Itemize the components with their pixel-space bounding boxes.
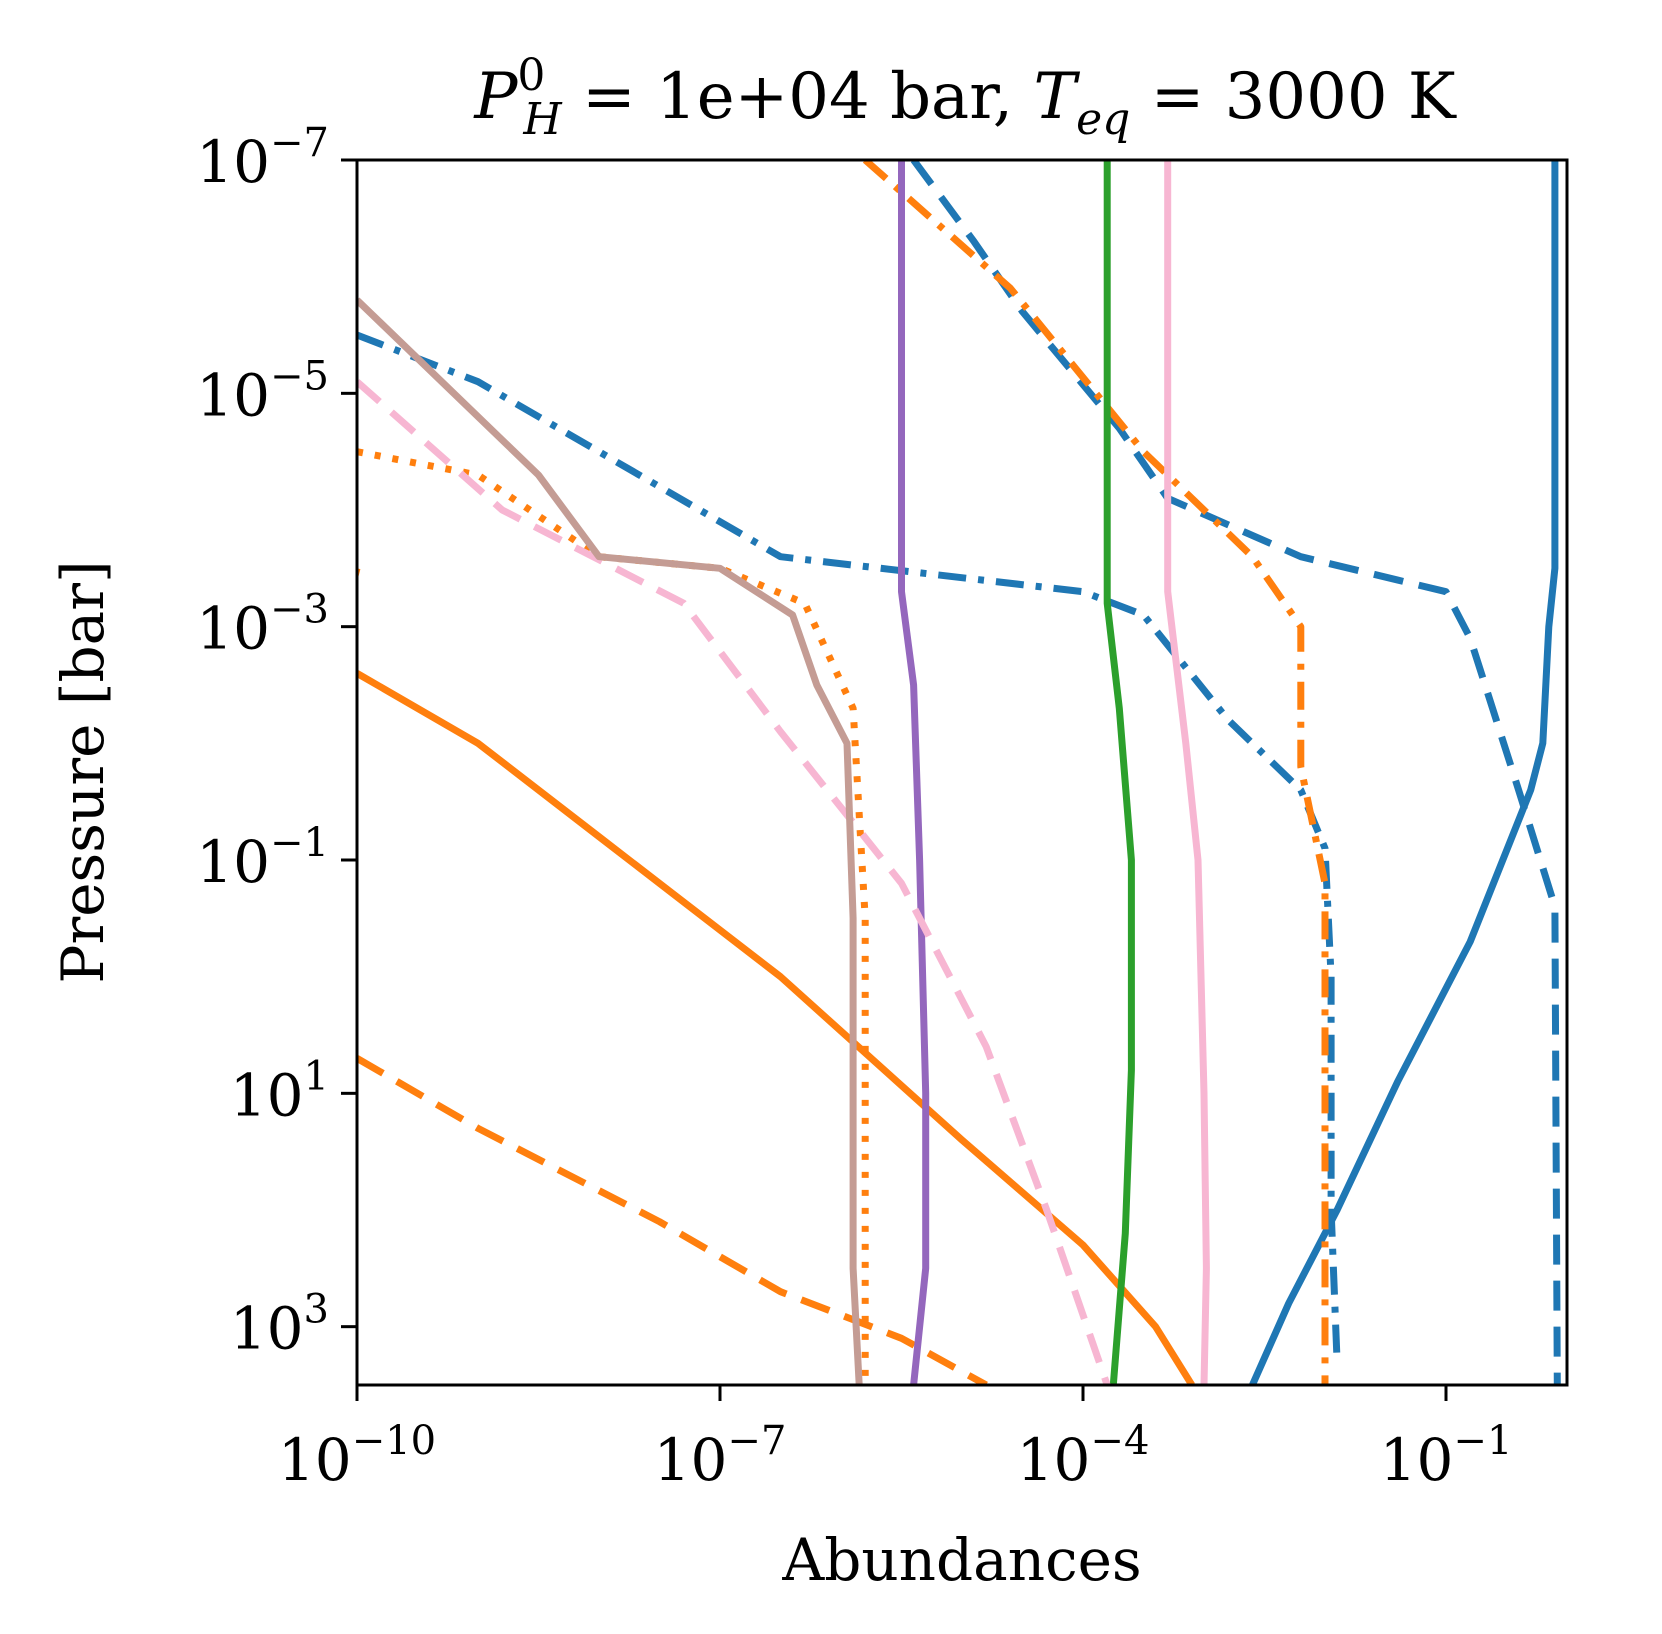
title-middle: = 1e+04 bar,	[562, 60, 1034, 134]
series-line-green	[1103, 160, 1135, 1385]
y-tick-label: 10−7	[196, 120, 329, 196]
title-sub: H	[522, 94, 563, 145]
title-t-sub: eq	[1076, 94, 1130, 145]
y-tick-label: 101	[230, 1053, 329, 1129]
y-tick-label: 10−3	[196, 587, 329, 663]
series-line-orange-dashdot	[357, 568, 361, 583]
plot-frame	[355, 158, 1569, 1387]
series-line-orange-dashed	[357, 1055, 988, 1385]
x-axis-ticks: 10−10 10−7 10−4 10−1	[278, 1385, 1513, 1494]
series-line-orange-solid	[357, 670, 1195, 1385]
series-line-blue-dashdot	[357, 331, 1341, 1362]
x-tick-label: 10−1	[1380, 1418, 1513, 1494]
x-tick-label: 10−10	[278, 1418, 436, 1494]
chart-title: P0 H = 1e+04 bar, Teq = 3000 K	[473, 50, 1457, 145]
x-axis-label: Abundances	[781, 1526, 1141, 1594]
title-sup: 0	[517, 50, 545, 101]
y-tick-label: 103	[230, 1287, 329, 1363]
y-axis-label: Pressure [bar]	[49, 560, 117, 983]
title-prefix: P	[473, 60, 518, 134]
y-axis-ticks: 10−7 10−5 10−3 10−1 101 103	[196, 120, 357, 1363]
x-tick-label: 10−7	[654, 1418, 787, 1494]
title-t-sym: T	[1033, 60, 1080, 134]
y-tick-label: 10−5	[196, 353, 329, 429]
x-tick-label: 10−4	[1017, 1418, 1150, 1494]
series-line-orange-dotted	[357, 448, 869, 1385]
y-tick-label: 10−1	[196, 820, 329, 896]
series-line-purple	[898, 160, 930, 1385]
title-suffix: = 3000 K	[1130, 60, 1457, 134]
series-line-orange-dashdot-main	[862, 160, 1329, 1385]
series-line-blue-dashed	[910, 160, 1561, 1385]
series-line-brown	[357, 297, 863, 1385]
series-line-blue-solid	[1249, 160, 1559, 1385]
series-line-pink-dashed	[357, 379, 1111, 1385]
series-line-pink-solid	[1164, 160, 1210, 1385]
series-layer	[357, 160, 1561, 1385]
